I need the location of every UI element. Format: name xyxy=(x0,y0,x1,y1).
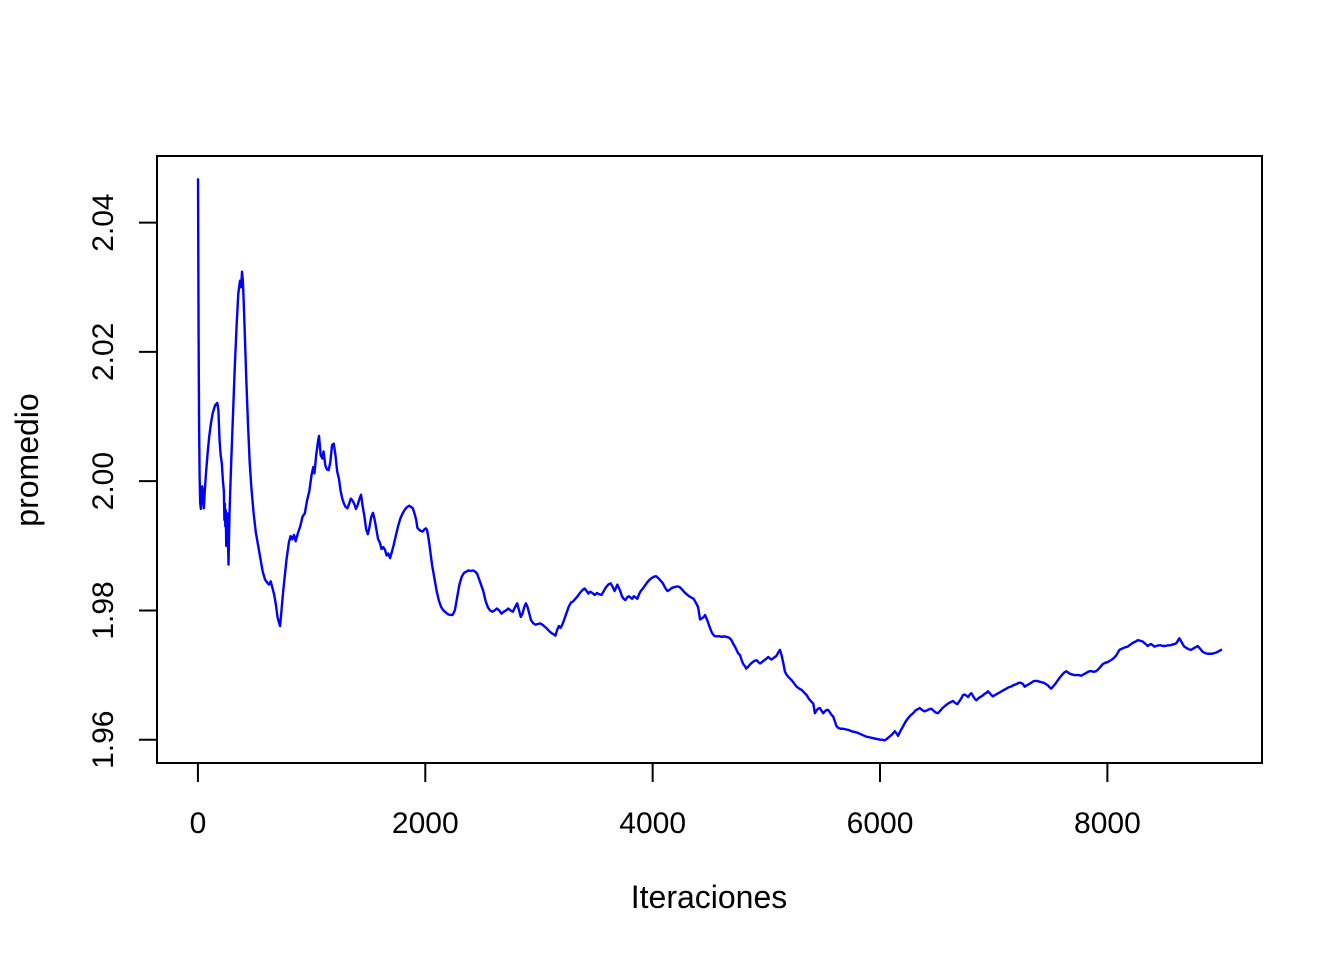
x-axis-title: Iteraciones xyxy=(631,879,788,915)
y-axis-title: promedio xyxy=(9,393,45,526)
y-tick-label: 2.02 xyxy=(87,323,120,381)
plot-box xyxy=(156,155,1263,764)
x-tick-label: 0 xyxy=(190,807,207,840)
y-tick-label: 1.98 xyxy=(87,581,120,639)
y-tick-label: 2.04 xyxy=(87,193,120,251)
y-tick-label: 2.00 xyxy=(87,452,120,510)
plot-area: 0 2000 4000 6000 8000 1.96 1.98 2.00 2.02 2.04 xyxy=(87,155,1263,840)
x-tick-label: 2000 xyxy=(392,807,459,840)
y-tick-label: 1.96 xyxy=(87,711,120,769)
x-tick-label: 4000 xyxy=(619,807,686,840)
series-line xyxy=(196,178,1223,742)
x-tick-label: 6000 xyxy=(847,807,914,840)
x-tick-label: 8000 xyxy=(1074,807,1141,840)
